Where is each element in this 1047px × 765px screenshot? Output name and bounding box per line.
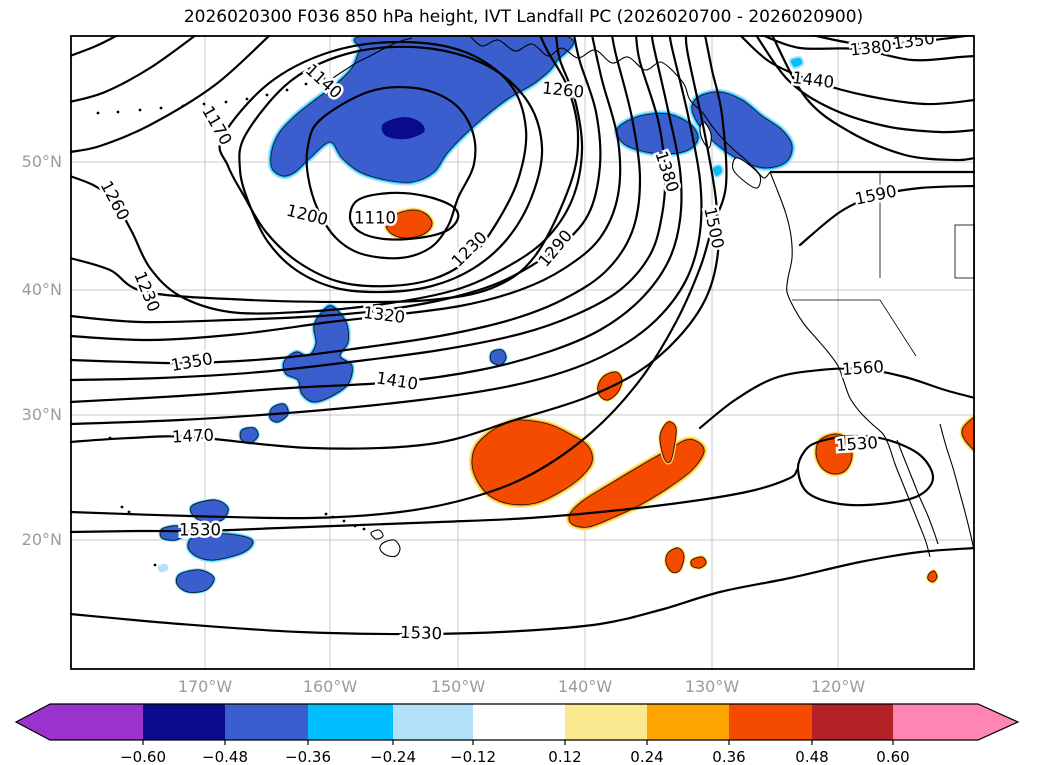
lon-tick-label: 130°W — [684, 677, 740, 696]
lon-tick-label: 170°W — [177, 677, 233, 696]
lat-tick-label: 30°N — [21, 405, 62, 424]
contour-label: 1350 — [892, 35, 936, 53]
contour-label: 1260 — [97, 178, 133, 224]
lat-tick-label: 20°N — [21, 530, 62, 549]
colorbar-tick-label: 0.36 — [712, 748, 745, 765]
chart-title: 2026020300 F036 850 hPa height, IVT Land… — [183, 7, 864, 27]
colorbar-tick-label: −0.36 — [285, 748, 331, 765]
contour-label: 1230 — [130, 269, 163, 315]
colorbar-tick-label: 0.24 — [630, 748, 663, 765]
contour-label: 1530 — [179, 521, 221, 540]
lon-tick-label: 150°W — [430, 677, 486, 696]
contour-label: 1230 — [448, 228, 491, 271]
contour-label: 1560 — [841, 357, 884, 379]
colorbar-tick-label: 0.60 — [876, 748, 909, 765]
contour-label: 1410 — [375, 368, 419, 393]
contour-label: 1350 — [169, 349, 214, 375]
colorbar-tick-label: −0.24 — [370, 748, 416, 765]
contour-label: 1200 — [285, 201, 330, 230]
lon-tick-label: 160°W — [302, 677, 358, 696]
contour-label: 1260 — [541, 78, 585, 101]
contour-label: 1470 — [171, 425, 214, 446]
contour-label: 1320 — [362, 303, 406, 327]
lat-tick-label: 40°N — [21, 280, 62, 299]
colorbar: −0.60 −0.48 −0.36 −0.24 −0.12 0.12 0.24 0.36 0.4… — [14, 703, 1020, 765]
colorbar-tick-label: −0.12 — [450, 748, 496, 765]
lat-tick-label: 50°N — [21, 152, 62, 171]
colorbar-tick-label: 0.12 — [548, 748, 581, 765]
contour-label: 1530 — [835, 433, 878, 455]
colorbar-tick-label: 0.48 — [795, 748, 828, 765]
lon-tick-label: 120°W — [810, 677, 866, 696]
map-canvas: 1110114011701200123012601290123012601320… — [70, 35, 975, 670]
contour-label: 1110 — [354, 209, 396, 228]
contour-label: 1590 — [853, 181, 898, 208]
colorbar-tick-label: −0.60 — [120, 748, 166, 765]
lon-tick-label: 140°W — [557, 677, 613, 696]
colorbar-tick-label: −0.48 — [202, 748, 248, 765]
contour-label: 1530 — [400, 623, 443, 643]
map-plot-area: 1110 1140 1170 1200 1230 1260 1290 1230 1260 1320… — [70, 35, 975, 670]
contour-label: 1500 — [700, 205, 727, 250]
